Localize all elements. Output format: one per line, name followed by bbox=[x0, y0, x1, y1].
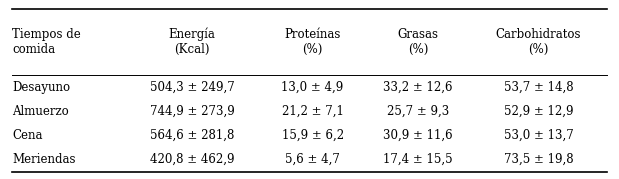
Text: Proteínas
(%): Proteínas (%) bbox=[284, 28, 341, 56]
Text: 30,9 ± 11,6: 30,9 ± 11,6 bbox=[383, 129, 452, 142]
Text: Almuerzo: Almuerzo bbox=[12, 105, 69, 118]
Text: Energía
(Kcal): Energía (Kcal) bbox=[168, 28, 215, 56]
Text: Tiempos de
comida: Tiempos de comida bbox=[12, 28, 81, 56]
Text: 420,8 ± 462,9: 420,8 ± 462,9 bbox=[150, 153, 234, 166]
Text: 15,9 ± 6,2: 15,9 ± 6,2 bbox=[282, 129, 344, 142]
Text: 73,5 ± 19,8: 73,5 ± 19,8 bbox=[504, 153, 573, 166]
Text: 504,3 ± 249,7: 504,3 ± 249,7 bbox=[150, 81, 234, 94]
Text: Desayuno: Desayuno bbox=[12, 81, 71, 94]
Text: Carbohidratos
(%): Carbohidratos (%) bbox=[496, 28, 581, 56]
Text: 17,4 ± 15,5: 17,4 ± 15,5 bbox=[383, 153, 452, 166]
Text: 53,0 ± 13,7: 53,0 ± 13,7 bbox=[504, 129, 573, 142]
Text: Grasas
(%): Grasas (%) bbox=[397, 28, 438, 56]
Text: 33,2 ± 12,6: 33,2 ± 12,6 bbox=[383, 81, 452, 94]
Text: 21,2 ± 7,1: 21,2 ± 7,1 bbox=[282, 105, 344, 118]
Text: Meriendas: Meriendas bbox=[12, 153, 76, 166]
Text: 52,9 ± 12,9: 52,9 ± 12,9 bbox=[504, 105, 573, 118]
Text: 53,7 ± 14,8: 53,7 ± 14,8 bbox=[504, 81, 573, 94]
Text: 25,7 ± 9,3: 25,7 ± 9,3 bbox=[387, 105, 449, 118]
Text: 564,6 ± 281,8: 564,6 ± 281,8 bbox=[150, 129, 234, 142]
Text: 744,9 ± 273,9: 744,9 ± 273,9 bbox=[150, 105, 234, 118]
Text: Cena: Cena bbox=[12, 129, 43, 142]
Text: 5,6 ± 4,7: 5,6 ± 4,7 bbox=[285, 153, 340, 166]
Text: 13,0 ± 4,9: 13,0 ± 4,9 bbox=[282, 81, 344, 94]
